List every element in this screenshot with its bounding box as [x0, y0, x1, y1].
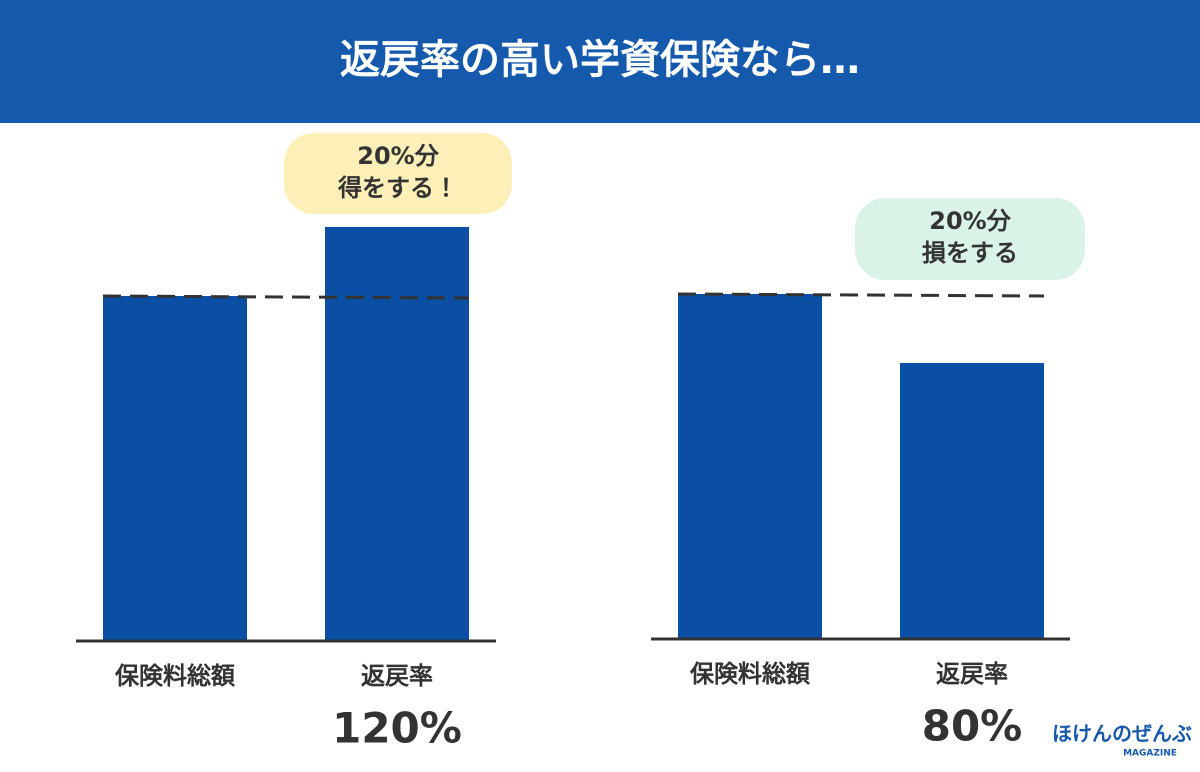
x-tick-label: 保険料総額: [689, 660, 811, 688]
bar: [325, 227, 469, 641]
annotation-bubble: [855, 198, 1085, 280]
value-label: 80%: [922, 702, 1023, 751]
x-tick-label: 返戻率: [361, 662, 433, 690]
header-band: [0, 0, 1200, 123]
reference-line: [102, 294, 470, 300]
annotation-text: 得をする！: [337, 174, 458, 202]
bar: [900, 363, 1044, 639]
annotation-text: 損をする: [922, 239, 1018, 267]
bar: [103, 296, 247, 641]
x-tick-label: 返戻率: [936, 660, 1008, 688]
bar: [678, 294, 822, 639]
value-label: 120%: [332, 704, 462, 753]
title: 返戻率の高い学資保険なら…: [340, 37, 860, 83]
x-tick-label: 保険料総額: [114, 662, 236, 690]
annotation-bubble: [284, 133, 512, 214]
logo-sub: MAGAZINE: [1123, 749, 1177, 759]
logo-name: ほけんのぜんぶ: [1052, 722, 1192, 746]
annotation-text: 20%分: [929, 207, 1011, 235]
annotation-text: 20%分: [357, 142, 439, 170]
reference-line: [677, 292, 1045, 298]
